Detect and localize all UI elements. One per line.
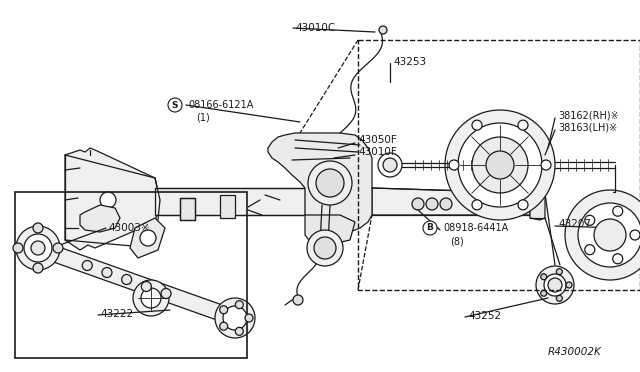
Text: (1): (1) bbox=[196, 113, 210, 123]
Circle shape bbox=[585, 215, 595, 225]
Circle shape bbox=[440, 198, 452, 210]
Circle shape bbox=[566, 282, 572, 288]
Text: 43003※: 43003※ bbox=[108, 223, 150, 233]
Circle shape bbox=[102, 267, 112, 278]
Circle shape bbox=[236, 327, 243, 335]
Circle shape bbox=[33, 223, 43, 233]
Text: S: S bbox=[172, 100, 179, 109]
Circle shape bbox=[472, 120, 482, 130]
Polygon shape bbox=[65, 148, 160, 250]
Circle shape bbox=[578, 203, 640, 267]
Circle shape bbox=[541, 160, 551, 170]
Circle shape bbox=[541, 274, 547, 280]
Circle shape bbox=[293, 295, 303, 305]
Text: 43010F: 43010F bbox=[358, 147, 397, 157]
Circle shape bbox=[449, 160, 459, 170]
Text: R430002K: R430002K bbox=[548, 347, 602, 357]
Circle shape bbox=[383, 158, 397, 172]
Polygon shape bbox=[155, 188, 305, 215]
Circle shape bbox=[541, 290, 547, 296]
Circle shape bbox=[122, 275, 132, 285]
Circle shape bbox=[220, 306, 228, 314]
Text: 43222: 43222 bbox=[100, 309, 133, 319]
Circle shape bbox=[630, 230, 640, 240]
Circle shape bbox=[423, 221, 437, 235]
Circle shape bbox=[307, 230, 343, 266]
Circle shape bbox=[308, 161, 352, 205]
Text: (8): (8) bbox=[450, 236, 464, 246]
Bar bbox=[15, 192, 247, 358]
Polygon shape bbox=[35, 240, 237, 326]
Circle shape bbox=[378, 153, 402, 177]
Circle shape bbox=[220, 322, 228, 330]
Circle shape bbox=[140, 230, 156, 246]
Circle shape bbox=[16, 226, 60, 270]
Circle shape bbox=[445, 110, 555, 220]
Circle shape bbox=[518, 120, 528, 130]
Circle shape bbox=[412, 198, 424, 210]
Circle shape bbox=[458, 123, 542, 207]
Polygon shape bbox=[130, 218, 165, 258]
Circle shape bbox=[100, 192, 116, 208]
Circle shape bbox=[215, 298, 255, 338]
Circle shape bbox=[223, 306, 247, 330]
Circle shape bbox=[486, 151, 514, 179]
Text: 43252: 43252 bbox=[468, 311, 501, 321]
Circle shape bbox=[594, 219, 626, 251]
Bar bbox=[358, 40, 640, 290]
Text: 08166-6121A: 08166-6121A bbox=[188, 100, 253, 110]
Text: 38162(RH)※: 38162(RH)※ bbox=[558, 110, 619, 120]
Circle shape bbox=[585, 245, 595, 255]
Circle shape bbox=[518, 200, 528, 210]
Polygon shape bbox=[530, 186, 545, 220]
Text: 08918-6441A: 08918-6441A bbox=[443, 223, 508, 233]
Circle shape bbox=[548, 278, 562, 292]
Circle shape bbox=[168, 98, 182, 112]
Circle shape bbox=[426, 198, 438, 210]
Circle shape bbox=[13, 243, 23, 253]
Polygon shape bbox=[220, 195, 235, 218]
Circle shape bbox=[556, 295, 563, 301]
Text: 43010C: 43010C bbox=[295, 23, 335, 33]
Circle shape bbox=[316, 169, 344, 197]
Polygon shape bbox=[268, 133, 372, 233]
Circle shape bbox=[141, 288, 161, 308]
Text: 43253: 43253 bbox=[393, 57, 426, 67]
Circle shape bbox=[83, 260, 92, 270]
Circle shape bbox=[161, 289, 171, 298]
Circle shape bbox=[565, 190, 640, 280]
Circle shape bbox=[556, 269, 563, 275]
Circle shape bbox=[314, 237, 336, 259]
Ellipse shape bbox=[536, 266, 574, 304]
Circle shape bbox=[33, 263, 43, 273]
Text: 38163(LH)※: 38163(LH)※ bbox=[558, 122, 617, 132]
Circle shape bbox=[24, 234, 52, 262]
Polygon shape bbox=[80, 205, 120, 232]
Circle shape bbox=[612, 254, 623, 264]
Circle shape bbox=[133, 280, 169, 316]
Circle shape bbox=[245, 314, 253, 322]
Circle shape bbox=[236, 301, 243, 309]
Circle shape bbox=[31, 241, 45, 255]
Circle shape bbox=[379, 26, 387, 34]
Text: B: B bbox=[427, 224, 433, 232]
Polygon shape bbox=[372, 188, 530, 215]
Circle shape bbox=[141, 282, 151, 292]
Circle shape bbox=[472, 137, 528, 193]
Circle shape bbox=[53, 243, 63, 253]
Text: 43207: 43207 bbox=[558, 219, 591, 229]
Polygon shape bbox=[305, 215, 355, 248]
Polygon shape bbox=[180, 198, 195, 220]
Ellipse shape bbox=[544, 274, 566, 296]
Circle shape bbox=[472, 200, 482, 210]
Circle shape bbox=[612, 206, 623, 216]
Text: 43050F: 43050F bbox=[358, 135, 397, 145]
